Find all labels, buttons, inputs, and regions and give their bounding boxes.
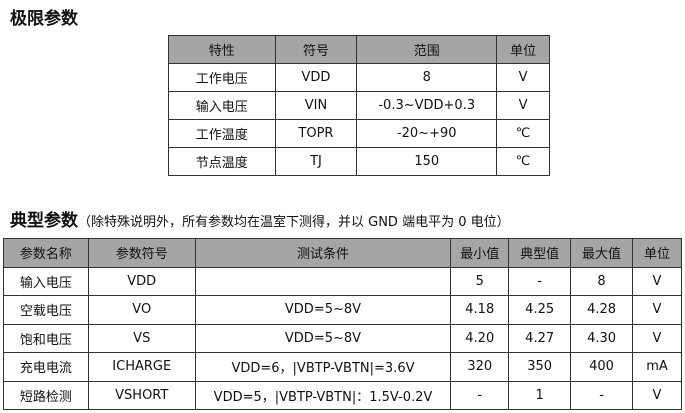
table-cell: VS xyxy=(87,323,196,353)
table-cell: - xyxy=(450,380,510,410)
table-cell: VDD xyxy=(87,266,196,296)
header-cell: 测试条件 xyxy=(194,238,452,268)
header-cell: 最小值 xyxy=(450,238,510,268)
table-cell: VDD=6，|VBTP-VBTN|=3.6V xyxy=(194,352,452,382)
table-cell: 工作温度 xyxy=(168,119,276,148)
table-cell: ℃ xyxy=(496,147,550,176)
table-cell: 4.18 xyxy=(450,295,510,325)
table-cell: V xyxy=(632,266,682,296)
table-row: 短路检测 VSHORT VDD=5，|VBTP-VBTN|：1.5V-0.2V -1-… xyxy=(3,380,682,410)
table-cell: V xyxy=(496,63,550,92)
table-cell: 短路检测 xyxy=(3,380,89,410)
table-cell: 8 xyxy=(356,63,498,92)
table-cell: 工作电压 xyxy=(168,63,276,92)
table-cell: VO xyxy=(87,295,196,325)
table-row: 输入电压 VDD 5-8 V xyxy=(3,266,682,296)
table-cell: 4.27 xyxy=(508,323,572,353)
header-cell: 范围 xyxy=(356,35,498,64)
header-cell: 单位 xyxy=(496,35,550,64)
header-cell: 最大值 xyxy=(570,238,634,268)
table-cell: V xyxy=(632,323,682,353)
table-cell: 输入电压 xyxy=(168,91,276,120)
header-cell: 单位 xyxy=(632,238,682,268)
table-cell: 350 xyxy=(508,352,572,382)
table-cell: 饱和电压 xyxy=(3,323,89,353)
table-row: 节点温度 TJ 150 ℃ xyxy=(168,147,550,176)
typical-note: （除特殊说明外，所有参数均在温室下测得，并以 GND 端电平为 0 电位） xyxy=(78,215,510,230)
table-cell: TJ xyxy=(274,147,358,176)
table-cell: VDD xyxy=(274,63,358,92)
table-cell: VIN xyxy=(274,91,358,120)
table-cell: 320 xyxy=(450,352,510,382)
table-cell: 8 xyxy=(570,266,634,296)
table-cell: V xyxy=(632,295,682,325)
table-cell: -0.3~VDD+0.3 xyxy=(356,91,498,120)
table-cell: 节点温度 xyxy=(168,147,276,176)
table-cell: 4.25 xyxy=(508,295,572,325)
header-cell: 符号 xyxy=(274,35,358,64)
table-cell: V xyxy=(496,91,550,120)
header-cell: 特性 xyxy=(168,35,276,64)
table-cell: VSHORT xyxy=(87,380,196,410)
table-cell: - xyxy=(508,266,572,296)
table-row: 饱和电压 VS VDD=5~8V 4.20 4.27 4.30 V xyxy=(3,323,682,353)
table-cell: - xyxy=(570,380,634,410)
table-cell: 4.28 xyxy=(570,295,634,325)
table-cell: -20~+90 xyxy=(356,119,498,148)
table-cell: 5 xyxy=(450,266,510,296)
header-cell: 参数名称 xyxy=(3,238,89,268)
table-cell: 400 xyxy=(570,352,634,382)
table-row: 工作温度 TOPR -20~+90 ℃ xyxy=(168,119,550,148)
table-cell: ℃ xyxy=(496,119,550,148)
typical-title-text: 典型参数 xyxy=(10,211,78,231)
typical-title: 典型参数（除特殊说明外，所有参数均在温室下测得，并以 GND 端电平为 0 电位… xyxy=(10,206,510,231)
table-cell xyxy=(194,266,452,296)
typical-table: 参数名称 参数符号 测试条件 最小值 典型值 最大值 单位 输入电压 VDD 5-8… xyxy=(3,238,682,410)
table-cell: 充电电流 xyxy=(3,352,89,382)
table-cell: V xyxy=(632,380,682,410)
table-cell: VDD=5~8V xyxy=(194,295,452,325)
header-cell: 典型值 xyxy=(508,238,572,268)
table-cell: VDD=5，|VBTP-VBTN|：1.5V-0.2V xyxy=(194,380,452,410)
abs-max-table: 特性 符号 范围 单位 工作电压 VDD 8 V 输入电压 VIN -0.3~VDD+0.3… xyxy=(168,35,550,176)
table-cell: 4.20 xyxy=(450,323,510,353)
table-row: 工作电压 VDD 8 V xyxy=(168,63,550,92)
table-cell: TOPR xyxy=(274,119,358,148)
table-row: 空载电压 VO VDD=5~8V 4.18 4.25 4.28 V xyxy=(3,295,682,325)
table-cell: 4.30 xyxy=(570,323,634,353)
table-cell: ICHARGE xyxy=(87,352,196,382)
table-row: 输入电压 VIN -0.3~VDD+0.3 V xyxy=(168,91,550,120)
table-cell: VDD=5~8V xyxy=(194,323,452,353)
table-cell: 输入电压 xyxy=(3,266,89,296)
header-cell: 参数符号 xyxy=(87,238,196,268)
table-header-row: 参数名称 参数符号 测试条件 最小值 典型值 最大值 单位 xyxy=(3,238,682,268)
abs-max-title: 极限参数 xyxy=(10,9,78,29)
table-cell: 150 xyxy=(356,147,498,176)
table-header-row: 特性 符号 范围 单位 xyxy=(168,35,550,64)
table-row: 充电电流 ICHARGE VDD=6，|VBTP-VBTN|=3.6V 320 350 4… xyxy=(3,352,682,382)
table-cell: 1 xyxy=(508,380,572,410)
table-cell: mA xyxy=(632,352,682,382)
table-cell: 空载电压 xyxy=(3,295,89,325)
